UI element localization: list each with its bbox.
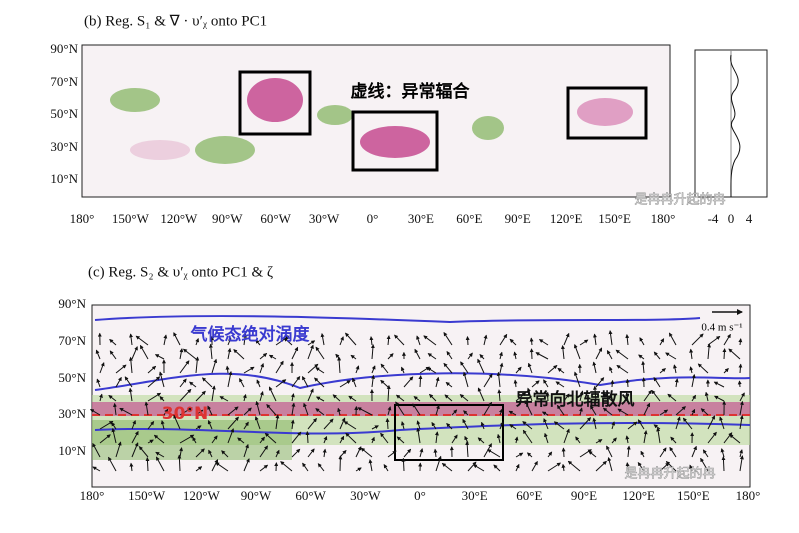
lon-label: 30°W — [350, 488, 381, 503]
lat-label: 10°N — [58, 443, 86, 458]
lon-label: 120°W — [183, 488, 221, 503]
lat-label: 50°N — [50, 106, 78, 121]
lon-label: 0° — [367, 211, 379, 226]
lon-label: 120°E — [550, 211, 583, 226]
lon-label: 180° — [80, 488, 105, 503]
wind-arrow — [307, 432, 308, 443]
lon-label: 150°W — [128, 488, 166, 503]
annotation: 虚线：异常辐合 — [351, 81, 471, 102]
lon-label: 150°W — [112, 211, 150, 226]
lon-label: 30°W — [309, 211, 340, 226]
lon-label: 60°E — [456, 211, 482, 226]
wind-arrow — [420, 376, 421, 387]
wind-arrow — [612, 380, 613, 387]
lon-label: 90°W — [212, 211, 243, 226]
wind-arrow — [739, 381, 740, 387]
lat-label: 90°N — [50, 41, 78, 56]
panel-title: (b) Reg. S₁ & ∇ · υ′ᵪ onto PC1 — [84, 13, 267, 29]
wind-arrow — [147, 458, 148, 471]
annotation: 异常向北辐散风 — [516, 389, 635, 410]
lon-label: 30°E — [408, 211, 434, 226]
lat-label: 90°N — [58, 296, 86, 311]
lon-label: 30°E — [462, 488, 488, 503]
lat-label: 70°N — [58, 333, 86, 348]
lon-label: 60°W — [260, 211, 291, 226]
lon-label: 90°E — [505, 211, 531, 226]
wind-arrow — [387, 419, 388, 429]
lon-label: 60°E — [516, 488, 542, 503]
lon-label: 150°E — [598, 211, 631, 226]
lon-label: 150°E — [677, 488, 710, 503]
lon-label: 120°E — [622, 488, 655, 503]
wind-arrow — [403, 458, 404, 471]
lat-label: 50°N — [58, 370, 86, 385]
profile-tick-label: 0 — [728, 211, 735, 226]
profile-tick-label: -4 — [708, 211, 719, 226]
lon-label: 180° — [651, 211, 676, 226]
annotation: 气候态绝对涡度 — [190, 324, 311, 345]
annotation: 30°N — [162, 404, 208, 424]
profile-panel — [695, 50, 767, 197]
lat-label: 30°N — [58, 406, 86, 421]
watermark: 是冉冉升起的冉 — [624, 466, 715, 482]
wind-arrow — [563, 448, 564, 457]
panel-title: (c) Reg. S₂ & υ′ᵪ onto PC1 & ζ — [88, 264, 273, 280]
lat-label: 70°N — [50, 74, 78, 89]
lon-label: 90°W — [241, 488, 272, 503]
lon-label: 180° — [70, 211, 95, 226]
wind-arrow — [467, 337, 468, 345]
lon-label: 180° — [736, 488, 761, 503]
lon-label: 90°E — [571, 488, 597, 503]
wind-arrow — [724, 349, 725, 359]
watermark: 是冉冉升起的冉 — [634, 192, 725, 208]
lat-label: 10°N — [50, 171, 78, 186]
vector-key: 0.4 m s⁻¹ — [701, 322, 742, 334]
lon-label: 0° — [414, 488, 426, 503]
map-c — [91, 305, 750, 487]
profile-tick-label: 4 — [746, 211, 753, 226]
wind-arrow — [627, 379, 628, 387]
lon-label: 60°W — [295, 488, 326, 503]
wind-arrow — [740, 364, 741, 373]
wind-arrow — [723, 457, 724, 471]
lon-label: 120°W — [160, 211, 198, 226]
lat-label: 30°N — [50, 139, 78, 154]
map-b — [82, 45, 670, 197]
